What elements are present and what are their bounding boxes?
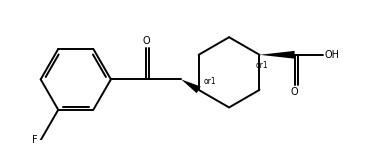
- Text: O: O: [291, 87, 298, 97]
- Text: O: O: [142, 36, 150, 46]
- Text: OH: OH: [324, 50, 339, 60]
- Polygon shape: [260, 51, 295, 59]
- Text: F: F: [32, 135, 38, 145]
- Polygon shape: [181, 79, 201, 93]
- Text: or1: or1: [256, 61, 268, 70]
- Text: or1: or1: [203, 77, 216, 86]
